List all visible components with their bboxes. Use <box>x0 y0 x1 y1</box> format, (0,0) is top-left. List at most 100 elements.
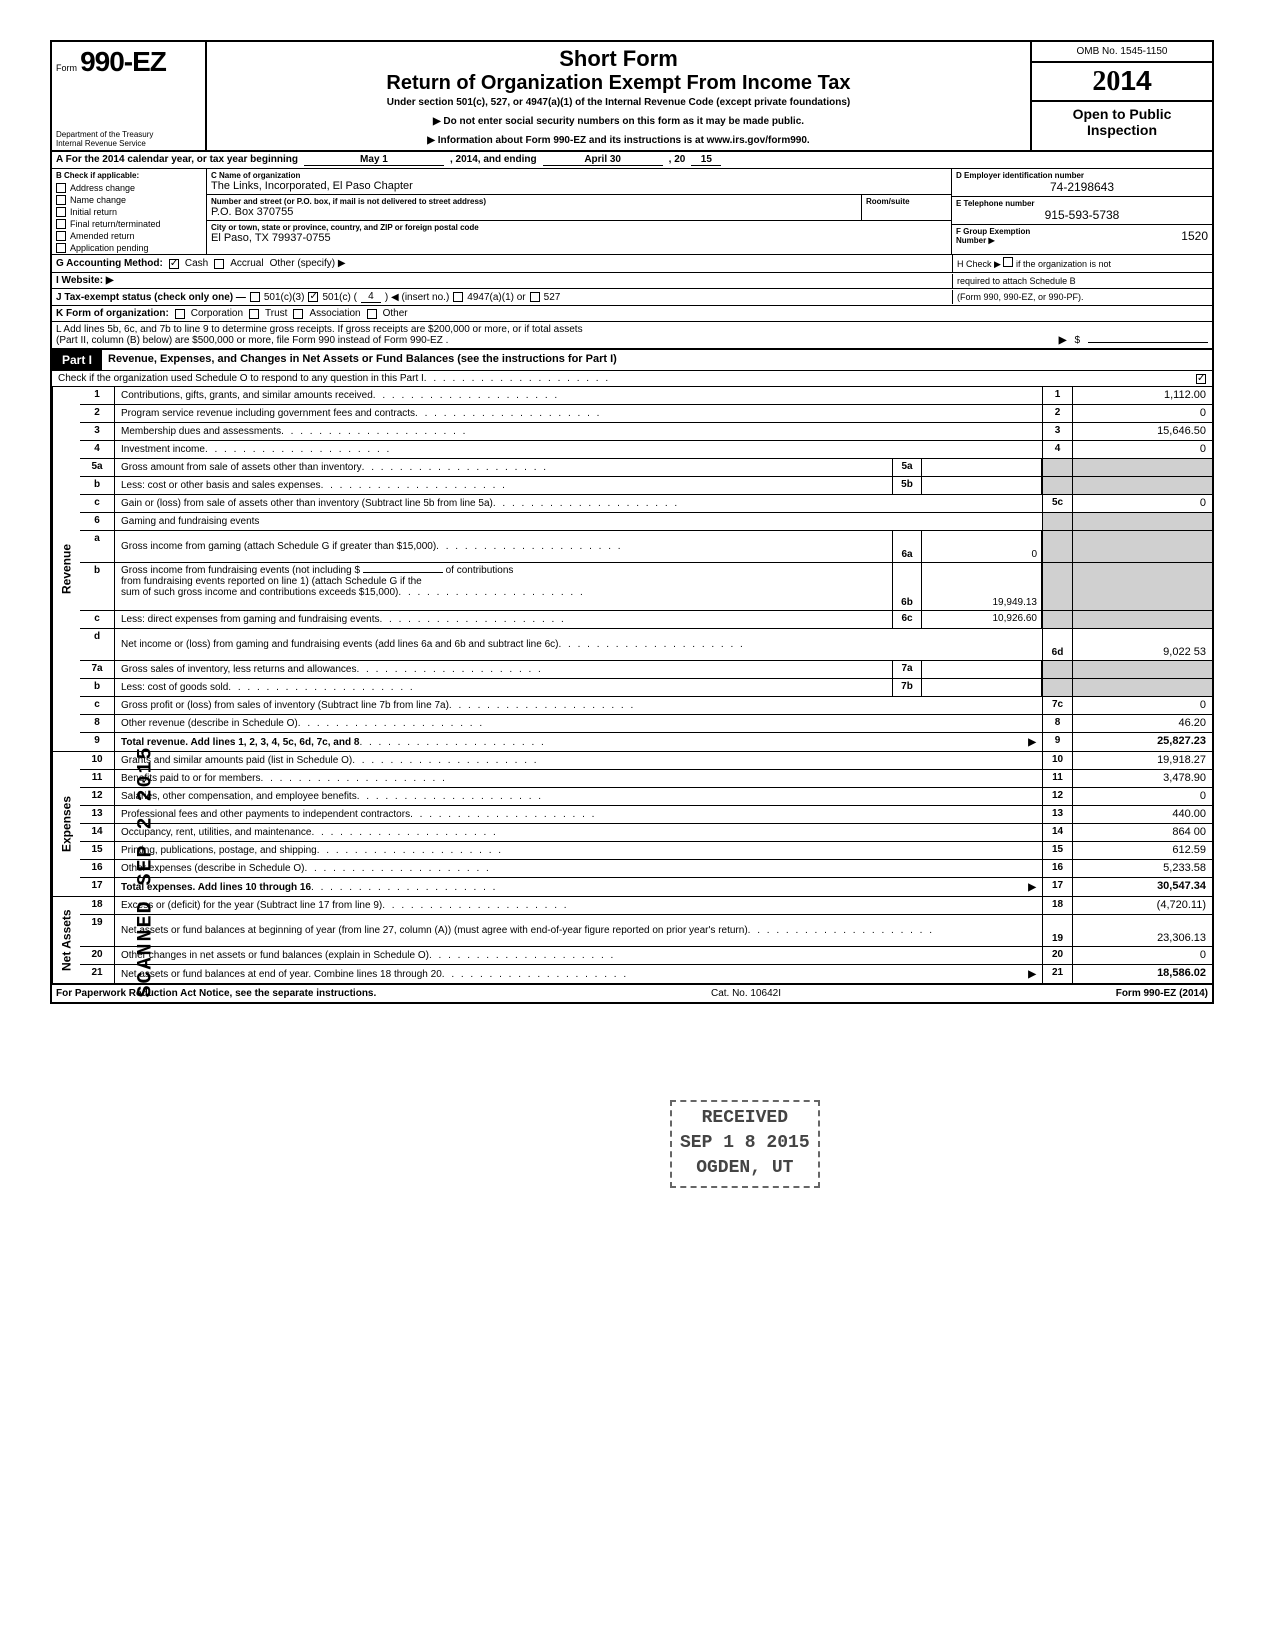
checkbox-icon[interactable] <box>56 207 66 217</box>
ln19-desc: Net assets or fund balances at beginning… <box>121 925 748 936</box>
checkbox-icon[interactable] <box>56 195 66 205</box>
ln1-val[interactable]: 1,112.00 <box>1072 387 1212 404</box>
ln7b-subval[interactable] <box>922 679 1042 696</box>
ln6b-contrib[interactable] <box>363 572 443 573</box>
dots <box>321 480 886 491</box>
ln7c-val[interactable]: 0 <box>1072 697 1212 714</box>
h-cont2: (Form 990, 990-EZ, or 990-PF). <box>952 290 1212 304</box>
group-number[interactable]: 1520 <box>1181 229 1208 243</box>
line-12: 12Salaries, other compensation, and empl… <box>80 788 1212 806</box>
ln4-val[interactable]: 0 <box>1072 441 1212 458</box>
ln6a-subval[interactable]: 0 <box>922 531 1042 562</box>
ln17-val[interactable]: 30,547.34 <box>1072 878 1212 896</box>
col-d: D Employer identification number 74-2198… <box>952 169 1212 254</box>
line-7c: cGross profit or (loss) from sales of in… <box>80 697 1212 715</box>
chk-other-org[interactable] <box>367 309 377 319</box>
ln17-num: 17 <box>80 878 115 896</box>
subtitle: Under section 501(c), 527, or 4947(a)(1)… <box>215 97 1022 108</box>
chk-corporation[interactable] <box>175 309 185 319</box>
ln8-val[interactable]: 46.20 <box>1072 715 1212 732</box>
city[interactable]: El Paso, TX 79937-0755 <box>211 232 947 244</box>
ln1-box: 1 <box>1042 387 1072 404</box>
ln5c-val[interactable]: 0 <box>1072 495 1212 512</box>
ln20-val[interactable]: 0 <box>1072 947 1212 964</box>
chk-initial-return[interactable]: Initial return <box>52 206 206 218</box>
ln5c-num: c <box>80 495 115 512</box>
chk-schedule-b[interactable] <box>1003 257 1013 267</box>
ln5b-subval[interactable] <box>922 477 1042 494</box>
chk-4947[interactable] <box>453 292 463 302</box>
tax-year-end-month[interactable]: April 30 <box>543 154 663 166</box>
ln16-desc: Other expenses (describe in Schedule O) <box>121 863 304 874</box>
checkbox-icon[interactable] <box>56 231 66 241</box>
schedule-o-text: Check if the organization used Schedule … <box>58 373 424 384</box>
ein[interactable]: 74-2198643 <box>956 180 1208 194</box>
ln16-val[interactable]: 5,233.58 <box>1072 860 1212 877</box>
ln5a-subval[interactable] <box>922 459 1042 476</box>
chk-accrual[interactable] <box>214 259 224 269</box>
checkbox-icon[interactable] <box>56 183 66 193</box>
ln18-num: 18 <box>80 897 115 914</box>
chk-label: Amended return <box>70 231 135 241</box>
tax-year-end-year[interactable]: 15 <box>691 154 721 166</box>
org-name[interactable]: The Links, Incorporated, El Paso Chapter <box>211 180 947 192</box>
chk-address-change[interactable]: Address change <box>52 182 206 194</box>
ln6d-val[interactable]: 9,022 53 <box>1072 629 1212 660</box>
chk-schedule-o[interactable] <box>1196 374 1206 384</box>
street-label: Number and street (or P.O. box, if mail … <box>211 197 857 206</box>
checkbox-icon[interactable] <box>56 243 66 253</box>
ln14-val[interactable]: 864 00 <box>1072 824 1212 841</box>
ln6c-subval[interactable]: 10,926.60 <box>922 611 1042 628</box>
ln10-val[interactable]: 19,918.27 <box>1072 752 1212 769</box>
ln5b-desc: Less: cost or other basis and sales expe… <box>121 480 321 491</box>
form-header: Form 990-EZ Department of the Treasury I… <box>50 40 1214 152</box>
ln9-val[interactable]: 25,827.23 <box>1072 733 1212 751</box>
501c-label: 501(c) ( <box>322 292 356 303</box>
ln21-val[interactable]: 18,586.02 <box>1072 965 1212 983</box>
tax-year-begin[interactable]: May 1 <box>304 154 444 166</box>
public-inspection: Open to Public Inspection <box>1032 102 1212 142</box>
form-number: 990-EZ <box>80 46 166 77</box>
group-label1: F Group Exemption <box>956 227 1181 236</box>
dots <box>429 950 1036 961</box>
ln7a-subval[interactable] <box>922 661 1042 678</box>
chk-application-pending[interactable]: Application pending <box>52 242 206 254</box>
ln6b-subval[interactable]: 19,949.13 <box>922 563 1042 610</box>
ln7a-sub: 7a <box>892 661 922 678</box>
received3: OGDEN, UT <box>680 1156 810 1181</box>
assoc-label: Association <box>309 308 360 319</box>
phone-row: E Telephone number 915-593-5738 <box>952 197 1212 225</box>
chk-527[interactable] <box>530 292 540 302</box>
ln2-val[interactable]: 0 <box>1072 405 1212 422</box>
phone[interactable]: 915-593-5738 <box>956 208 1208 222</box>
dept2: Internal Revenue Service <box>56 139 153 148</box>
chk-501c[interactable] <box>308 292 318 302</box>
chk-amended-return[interactable]: Amended return <box>52 230 206 242</box>
city-row: City or town, state or province, country… <box>207 221 951 246</box>
ln3-val[interactable]: 15,646.50 <box>1072 423 1212 440</box>
chk-501c3[interactable] <box>250 292 260 302</box>
chk-name-change[interactable]: Name change <box>52 194 206 206</box>
ln15-val[interactable]: 612.59 <box>1072 842 1212 859</box>
501c-num[interactable]: 4 <box>361 291 381 303</box>
street[interactable]: P.O. Box 370755 <box>211 206 857 218</box>
col-h: H Check ▶ if the organization is not <box>952 255 1212 272</box>
ln12-val[interactable]: 0 <box>1072 788 1212 805</box>
dots <box>436 541 886 552</box>
ln13-val[interactable]: 440.00 <box>1072 806 1212 823</box>
ln18-val[interactable]: (4,720.11) <box>1072 897 1212 914</box>
cash-label: Cash <box>185 258 208 269</box>
ln19-val[interactable]: 23,306.13 <box>1072 915 1212 946</box>
ln11-val[interactable]: 3,478.90 <box>1072 770 1212 787</box>
chk-trust[interactable] <box>249 309 259 319</box>
ln12-desc: Salaries, other compensation, and employ… <box>121 791 357 802</box>
chk-cash[interactable] <box>169 259 179 269</box>
chk-final-return[interactable]: Final return/terminated <box>52 218 206 230</box>
checkbox-icon[interactable] <box>56 219 66 229</box>
l-amount[interactable] <box>1088 342 1208 343</box>
chk-association[interactable] <box>293 309 303 319</box>
line-7a: 7aGross sales of inventory, less returns… <box>80 661 1212 679</box>
line-1: 1Contributions, gifts, grants, and simil… <box>80 387 1212 405</box>
ln4-box: 4 <box>1042 441 1072 458</box>
footer-right: Form 990-EZ (2014) <box>1116 988 1208 999</box>
